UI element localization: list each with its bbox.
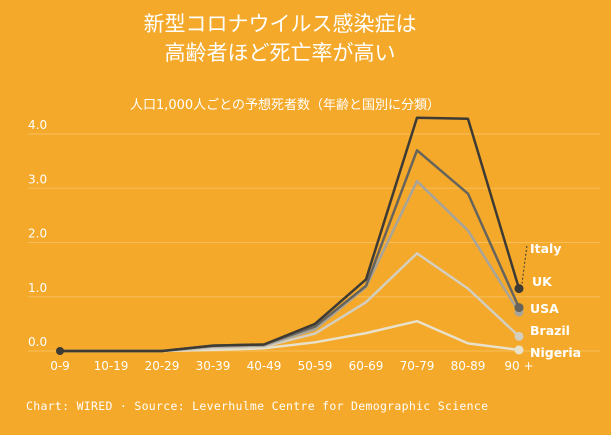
x-tick-label: 40-49 [247,359,282,373]
y-tick-label: 0.0 [28,335,47,349]
chart-title-line-2: 高齢者ほど死亡率が高い [164,41,396,65]
x-tick-label: 20-29 [145,359,180,373]
chart-subtitle: 人口1,000人ごとの予想死者数（年齢と国別に分類） [129,98,441,113]
x-tick-label: 0-9 [50,359,70,373]
series-label-uk: UK [532,274,553,289]
series-label-italy: Italy [530,241,562,256]
chart-source: Chart: WIRED · Source: Leverhulme Centre… [26,399,489,413]
series-line-uk [58,149,521,353]
y-tick-label: 3.0 [28,172,47,186]
y-tick-label: 4.0 [28,118,47,132]
x-tick-label: 50-59 [298,359,333,373]
x-tick-label: 10-19 [94,359,129,373]
end-point-brazil [514,331,524,341]
y-tick-label: 2.0 [28,227,47,241]
italy-leader-line [521,244,528,284]
x-tick-label: 90 + [504,359,533,373]
x-tick-label: 30-39 [196,359,231,373]
series-label-nigeria: Nigeria [530,345,581,360]
chart-title-line-1: 新型コロナウイルス感染症は [143,12,417,36]
series-label-brazil: Brazil [530,323,570,338]
y-tick-label: 1.0 [28,281,47,295]
series-line-italy [58,116,521,353]
start-point [56,347,64,355]
x-tick-label: 80-89 [451,359,486,373]
series-line-usa [58,179,521,353]
chart-title: 新型コロナウイルス感染症は 高齢者ほど死亡率が高い [0,10,560,68]
end-point-italy [514,284,524,294]
end-point-nigeria [514,345,524,355]
end-point-uk [514,303,524,313]
x-tick-label: 70-79 [400,359,435,373]
series-label-usa: USA [530,301,559,316]
x-tick-label: 60-69 [349,359,384,373]
